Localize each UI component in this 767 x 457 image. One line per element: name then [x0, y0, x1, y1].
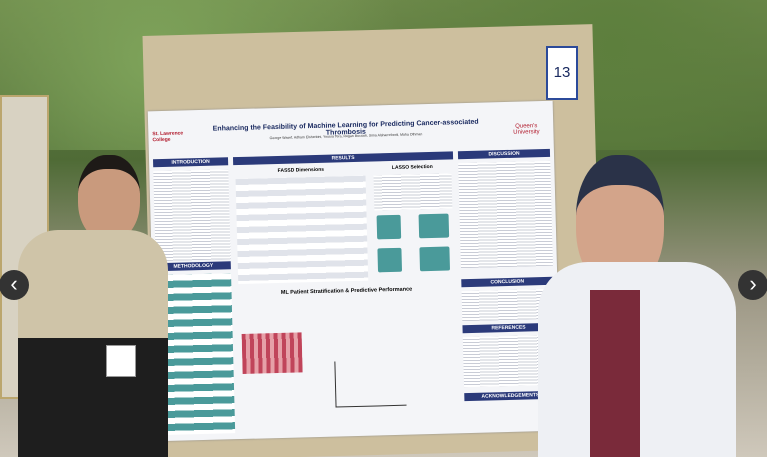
text-block	[458, 160, 553, 269]
logo-right: Queen's University	[513, 123, 540, 136]
text-block	[373, 173, 453, 211]
next-arrow[interactable]: ›	[738, 270, 767, 300]
section-heading: CONCLUSION	[461, 276, 554, 288]
prev-arrow[interactable]: ‹	[0, 270, 29, 300]
subheading: FASSD Dimensions	[277, 166, 325, 174]
diagram-box	[418, 213, 450, 239]
table	[235, 175, 369, 285]
subheading: ML Patient Stratification & Predictive P…	[280, 286, 413, 296]
board-number: 13	[546, 46, 578, 100]
shirt	[590, 290, 640, 457]
section-heading: INTRODUCTION	[153, 157, 229, 168]
diagram-box	[377, 247, 403, 273]
section-heading: RESULTS	[232, 151, 454, 166]
section-heading: DISCUSSION	[457, 148, 551, 160]
poster: St. Lawrence College Enhancing the Feasi…	[147, 100, 562, 442]
text-block	[153, 169, 231, 262]
person-head	[78, 155, 140, 241]
logo-left: St. Lawrence College	[152, 130, 184, 144]
heatmap	[241, 332, 303, 374]
badge	[106, 345, 136, 377]
person-body	[18, 230, 168, 457]
subheading: LASSO Selection	[391, 163, 433, 171]
plot	[334, 359, 407, 408]
diagram-box	[419, 246, 451, 272]
diagram-box	[376, 214, 402, 240]
